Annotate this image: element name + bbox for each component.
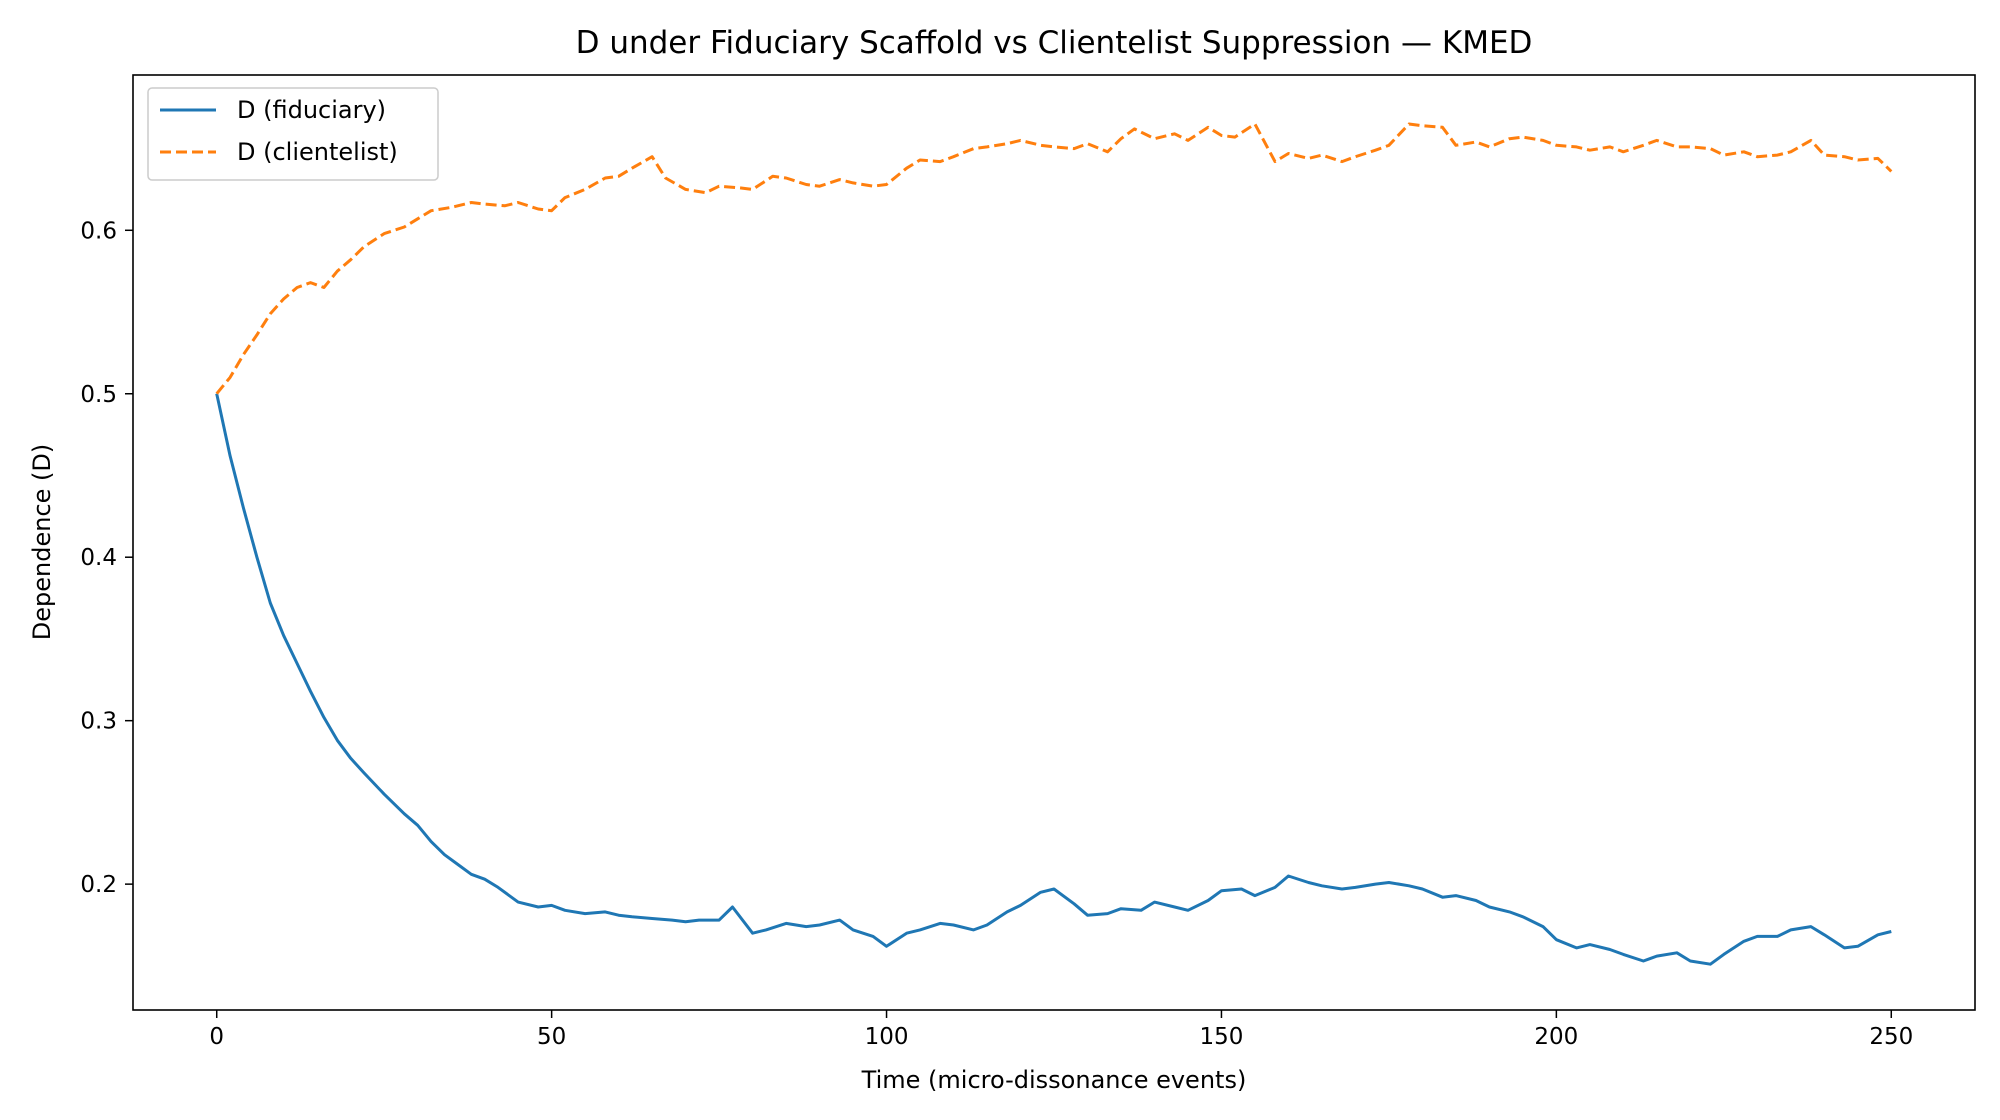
x-tick-label: 100	[865, 1024, 909, 1050]
y-tick-label: 0.2	[80, 872, 117, 898]
y-axis-label: Dependence (D)	[28, 444, 56, 640]
legend-label-clientelist: D (clientelist)	[237, 138, 398, 166]
x-tick-label: 250	[1869, 1024, 1913, 1050]
y-tick-label: 0.5	[80, 382, 117, 408]
axis-ticks: 0 50 100 150 200 250 0.2 0.3 0.4 0.5 0.6	[80, 218, 1913, 1050]
plot-area	[215, 122, 1893, 966]
series-line-fiduciary	[215, 393, 1892, 966]
x-tick-label: 150	[1200, 1024, 1244, 1050]
x-tick-label: 200	[1534, 1024, 1578, 1050]
y-tick-label: 0.4	[80, 545, 117, 571]
x-tick-label: 50	[537, 1024, 566, 1050]
legend: D (fiduciary) D (clientelist)	[147, 87, 439, 181]
chart-title: D under Fiduciary Scaffold vs Clientelis…	[576, 25, 1533, 61]
series-line-clientelist	[215, 122, 1893, 395]
x-axis-label: Time (micro-dissonance events)	[861, 1066, 1247, 1094]
y-tick-label: 0.6	[80, 218, 117, 244]
legend-label-fiduciary: D (fiduciary)	[237, 96, 386, 124]
axes-frame	[132, 74, 1976, 1011]
legend-box	[147, 87, 439, 181]
x-tick-label: 0	[209, 1024, 224, 1050]
y-tick-label: 0.3	[80, 709, 117, 735]
